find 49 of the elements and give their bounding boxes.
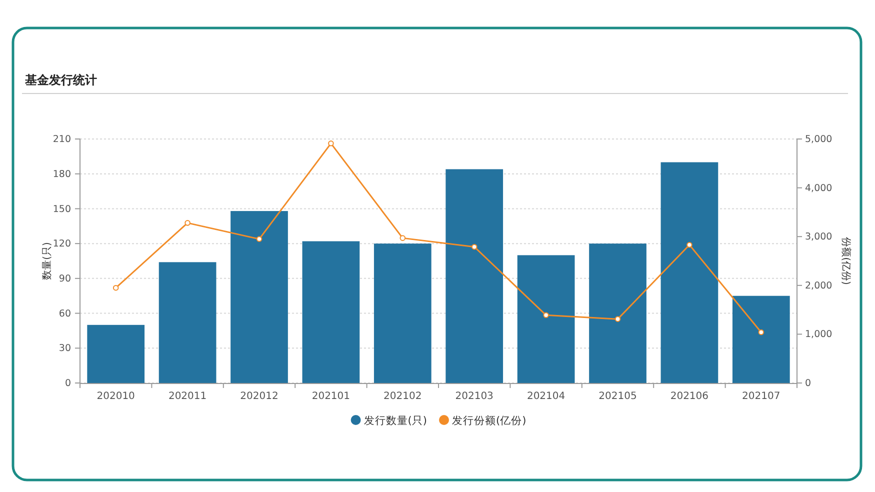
point: [758, 329, 764, 336]
y-tick-label: 90: [58, 273, 71, 284]
x-tick-label: 202010: [96, 391, 135, 402]
point: [543, 312, 549, 318]
y2-tick-label: 2,000: [805, 280, 832, 292]
legend-label: 发行数量(只): [364, 415, 427, 427]
x-tick-label: 202104: [526, 391, 566, 402]
y-tick-label: 150: [52, 204, 71, 215]
y-tick-label: 120: [52, 238, 71, 250]
bar: [158, 262, 216, 383]
y-tick-label: 60: [58, 308, 71, 320]
bar: [517, 255, 575, 383]
point: [400, 235, 406, 241]
point: [471, 244, 478, 250]
point: [112, 284, 119, 291]
y2-tick-label: 5,000: [805, 134, 832, 146]
x-tick-label: 202103: [455, 391, 494, 402]
y-tick-label: 30: [58, 343, 71, 354]
y2-tick-label: 1,000: [805, 329, 832, 340]
x-tick-label: 202105: [598, 391, 637, 402]
y-tick-label: 0: [64, 378, 71, 390]
bar: [374, 244, 432, 383]
x-tick-label: 202012: [240, 391, 278, 402]
bar: [660, 162, 718, 383]
legend-label: 发行份额(亿份): [452, 414, 526, 427]
chart-title: 基金发行统计: [24, 73, 97, 87]
y2-tick-label: 0: [805, 378, 812, 390]
x-tick-label: 202101: [312, 391, 350, 402]
point: [614, 316, 621, 322]
y-axis-title: 数量(只): [42, 242, 53, 280]
point: [184, 220, 190, 226]
x-tick-label: 202107: [742, 391, 780, 402]
bar: [230, 211, 288, 383]
y2-axis-title: 份额(亿份): [840, 237, 852, 285]
y-tick-label: 210: [52, 134, 71, 146]
point: [256, 236, 262, 242]
y-tick-label: 180: [52, 168, 71, 180]
x-tick-label: 202106: [670, 391, 709, 402]
x-tick-label: 202102: [384, 391, 422, 402]
bar: [87, 324, 145, 383]
point: [328, 140, 334, 146]
x-tick-label: 202011: [168, 391, 207, 402]
bar: [446, 169, 504, 383]
y2-tick-label: 3,000: [805, 232, 832, 243]
bar: [589, 244, 646, 383]
point: [686, 242, 692, 248]
y2-tick-label: 4,000: [805, 182, 832, 194]
bar: [302, 241, 360, 383]
bar: [732, 296, 790, 383]
